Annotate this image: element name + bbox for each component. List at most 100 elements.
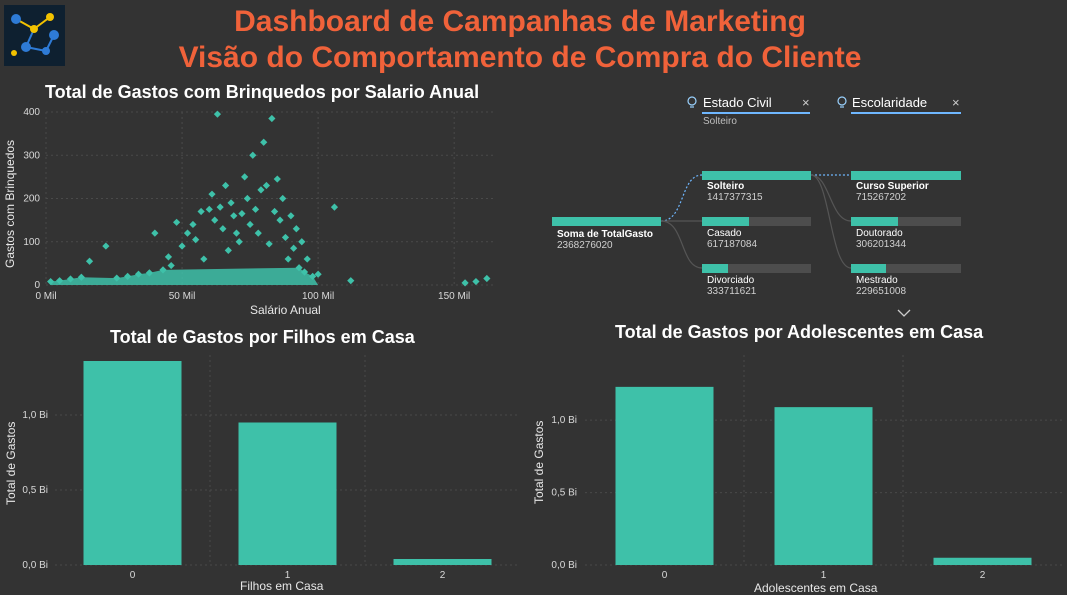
tree-node-curso-superior[interactable]: Curso Superior 715267202 [851,171,961,203]
scatter-point [102,242,110,250]
scatter-point [189,220,197,229]
bar[interactable] [615,386,714,565]
bar-chart-adolescentes-y-axis-label: Total de Gastos [532,420,546,504]
scatter-point [222,181,230,190]
tree-node-bar-track [552,217,661,226]
scatter-point [183,229,192,237]
filter-underline [702,112,810,114]
scatter-point [254,229,262,237]
scatter-point-cluster [50,267,319,285]
scatter-point [246,220,254,229]
bar-y-tick-label: 0,0 Bi [551,560,577,571]
scatter-point [249,151,257,159]
scatter-point [211,216,219,224]
scatter-point [276,216,284,224]
tree-node-label: Solteiro [707,181,745,192]
tree-node-root[interactable]: Soma de TotalGasto 2368276020 [552,217,661,251]
filter-escolaridade-label: Escolaridade [852,95,928,110]
scatter-point [219,225,227,233]
bar-chart-filhos-title: Total de Gastos por Filhos em Casa [110,327,415,347]
tree-node-label: Mestrado [856,275,898,286]
lightbulb-icon [837,96,847,108]
bar-y-tick-label: 0,5 Bi [22,485,48,496]
close-icon[interactable]: × [802,95,810,110]
tree-node-label: Curso Superior [856,181,929,192]
scatter-point [243,194,251,203]
scatter-point [85,257,94,265]
scatter-point [461,279,469,287]
bar[interactable] [238,422,337,566]
tree-node-bar [702,217,750,226]
scatter-point [208,190,216,198]
scatter-point [167,261,175,270]
scatter-point [330,203,339,211]
tree-node-value: 617187084 [707,239,758,250]
chevron-down-icon[interactable] [897,309,911,318]
scatter-point [265,240,273,248]
close-icon[interactable]: × [952,95,960,110]
tree-node-doutorado[interactable]: Doutorado 306201344 [851,217,961,250]
tree-node-value: 306201344 [856,239,907,250]
scatter-point [213,110,222,118]
bar[interactable] [393,559,492,565]
tree-node-solteiro[interactable]: Solteiro 1417377315 [702,171,811,203]
scatter-y-tick-label: 200 [23,194,40,205]
tree-node-mestrado[interactable]: Mestrado 229651008 [851,264,961,297]
scatter-point [224,246,232,254]
scatter-point [257,186,265,194]
scatter-point [200,255,208,263]
scatter-point [303,255,311,263]
scatter-point [483,274,491,283]
tree-node-bar [851,171,961,180]
scatter-point [260,138,268,146]
bar-x-tick-label: 1 [821,570,827,581]
bar[interactable] [83,361,182,565]
scatter-point [235,238,243,246]
dashboard-subtitle: Visão do Comportamento de Compra do Clie… [178,41,862,74]
scatter-point [268,114,276,123]
scatter-point [230,212,238,220]
scatter-point [314,270,322,278]
bar[interactable] [774,407,873,565]
filter-underline [851,112,961,114]
scatter-chart-title: Total de Gastos com Brinquedos por Salar… [45,82,480,102]
scatter-point [238,210,246,218]
bar-y-tick-label: 1,0 Bi [22,410,48,421]
scatter-point [273,175,281,183]
lightbulb-icon [687,96,697,108]
scatter-point [472,277,480,286]
scatter-x-tick-label: 50 Mil [169,291,196,302]
scatter-x-axis-label: Salário Anual [250,303,321,317]
scatter-y-tick-label: 300 [23,150,40,161]
scatter-x-tick-label: 150 Mil [438,291,470,302]
scatter-y-tick-label: 400 [23,107,40,118]
scatter-point [284,255,292,263]
tree-node-bar [702,264,728,273]
network-logo-icon [11,13,59,56]
tree-node-casado[interactable]: Casado 617187084 [702,217,811,250]
scatter-point [164,253,173,261]
scatter-y-tick-label: 100 [23,237,40,248]
tree-node-label: Soma de TotalGasto [557,229,653,240]
bar[interactable] [933,557,1032,565]
scatter-point [197,207,205,216]
scatter-point [281,233,290,242]
scatter-x-tick-label: 100 Mil [302,291,334,302]
bar-x-tick-label: 1 [285,570,291,581]
scatter-point [173,218,181,226]
bar-chart-adolescentes-title: Total de Gastos por Adolescentes em Casa [615,322,984,342]
scatter-point [251,205,260,213]
tree-node-value: 2368276020 [557,240,613,251]
scatter-point [227,199,235,207]
tree-node-divorciado[interactable]: Divorciado 333711621 [702,264,811,297]
scatter-point [232,229,241,237]
tree-node-value: 1417377315 [707,192,763,203]
tree-node-value: 333711621 [707,286,757,297]
bar-x-tick-label: 2 [980,570,986,581]
bar-y-tick-label: 0,0 Bi [22,560,48,571]
scatter-point [178,242,186,250]
